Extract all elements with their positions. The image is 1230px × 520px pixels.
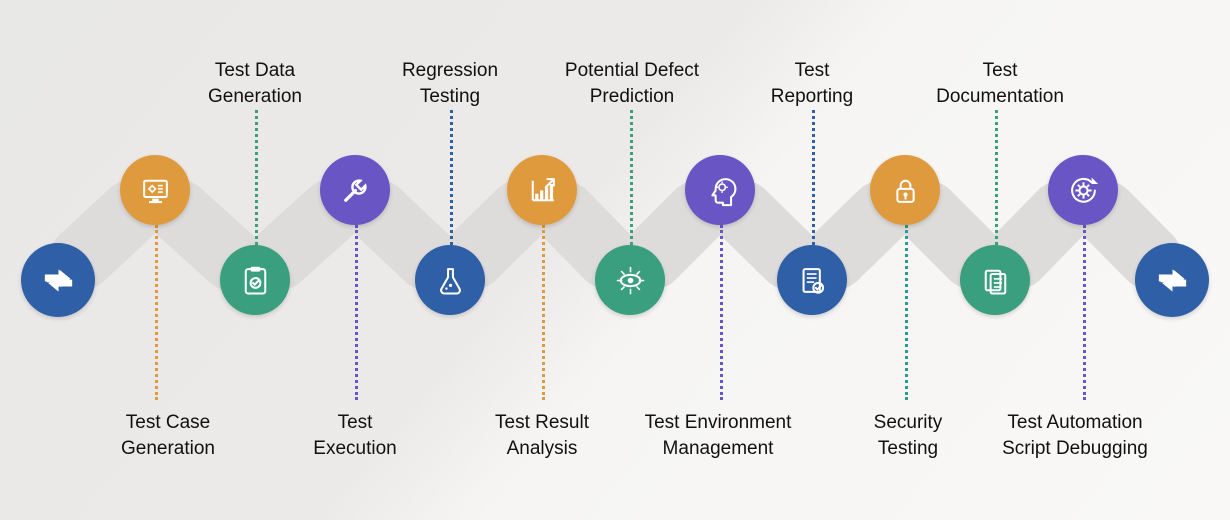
connector-dotline bbox=[812, 110, 815, 245]
connector-dotline bbox=[155, 225, 158, 400]
step-label-n6: Potential Defect Prediction bbox=[542, 58, 722, 109]
connector-dotline bbox=[1083, 225, 1086, 400]
connector-dotline bbox=[630, 110, 633, 245]
docs-icon bbox=[976, 261, 1015, 300]
connector-dotline bbox=[450, 110, 453, 245]
step-node-n6 bbox=[595, 245, 665, 315]
infographic-stage: Test Case Generation Test Data Generation… bbox=[0, 0, 1230, 520]
connector-dotline bbox=[255, 110, 258, 245]
arrows-icon bbox=[38, 260, 79, 301]
connector-dotline bbox=[542, 225, 545, 400]
monitor-icon bbox=[136, 171, 175, 210]
step-label-n10: Test Documentation bbox=[910, 58, 1090, 109]
chart-icon bbox=[523, 171, 562, 210]
step-node-end bbox=[1135, 243, 1209, 317]
step-node-n4 bbox=[415, 245, 485, 315]
step-node-n5 bbox=[507, 155, 577, 225]
step-node-n2 bbox=[220, 245, 290, 315]
connector-dotline bbox=[355, 225, 358, 400]
step-node-n10 bbox=[960, 245, 1030, 315]
step-label-n2: Test Data Generation bbox=[165, 58, 345, 109]
step-label-n1: Test Case Generation bbox=[78, 410, 258, 461]
eye-icon bbox=[611, 261, 650, 300]
step-label-n3: Test Execution bbox=[265, 410, 445, 461]
connector-dotline bbox=[995, 110, 998, 245]
step-label-n9: Security Testing bbox=[818, 410, 998, 461]
connector-dotline bbox=[905, 225, 908, 400]
step-label-n8: Test Reporting bbox=[722, 58, 902, 109]
head-icon bbox=[701, 171, 740, 210]
step-node-n8 bbox=[777, 245, 847, 315]
step-node-n9 bbox=[870, 155, 940, 225]
step-label-n4: Regression Testing bbox=[360, 58, 540, 109]
connector-dotline bbox=[720, 225, 723, 400]
checklist-icon bbox=[236, 261, 275, 300]
step-node-start bbox=[21, 243, 95, 317]
step-label-n5: Test Result Analysis bbox=[452, 410, 632, 461]
step-node-n7 bbox=[685, 155, 755, 225]
step-node-n3 bbox=[320, 155, 390, 225]
arrows-icon bbox=[1152, 260, 1193, 301]
wrench-icon bbox=[336, 171, 375, 210]
lock-icon bbox=[886, 171, 925, 210]
gearcycle-icon bbox=[1064, 171, 1103, 210]
step-node-n11 bbox=[1048, 155, 1118, 225]
step-node-n1 bbox=[120, 155, 190, 225]
step-label-n7: Test Environment Management bbox=[628, 410, 808, 461]
flask-icon bbox=[431, 261, 470, 300]
step-label-n11: Test Automation Script Debugging bbox=[985, 410, 1165, 461]
report-icon bbox=[793, 261, 832, 300]
